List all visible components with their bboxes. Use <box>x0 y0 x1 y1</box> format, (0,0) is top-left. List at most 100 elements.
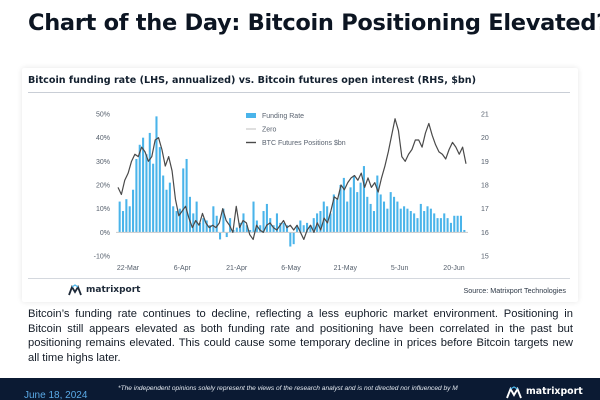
funding-rate-bar <box>379 194 382 233</box>
funding-rate-bar <box>433 213 436 233</box>
funding-rate-bar <box>309 225 312 233</box>
x-tick-label: 5-Jun <box>391 265 409 272</box>
funding-rate-bar <box>178 208 181 233</box>
funding-rate-bar <box>436 218 439 233</box>
funding-rate-bar <box>359 182 362 233</box>
funding-rate-bar <box>182 168 185 233</box>
funding-rate-bar <box>396 201 399 233</box>
x-tick-label: 22-Mar <box>117 265 140 272</box>
funding-rate-bar <box>225 232 228 238</box>
futures-positions-line <box>117 118 467 241</box>
funding-rate-bar <box>339 185 342 233</box>
source-note: Source: Matrixport Technologies <box>463 286 566 295</box>
funding-rate-bar <box>326 206 329 233</box>
y-left-tick-label: 50% <box>96 112 110 119</box>
funding-rate-bar <box>262 211 265 233</box>
funding-rate-bar <box>152 163 155 233</box>
funding-rate-bar <box>185 158 188 233</box>
funding-rate-bar <box>413 213 416 233</box>
y-left-tick-label: 10% <box>96 206 110 213</box>
x-tick-label: 6-May <box>281 265 301 272</box>
funding-rate-bar <box>463 229 466 233</box>
funding-rate-bar <box>292 232 295 245</box>
funding-rate-bar <box>168 182 171 233</box>
x-tick-label: 20-Jun <box>443 265 465 272</box>
funding-rate-bar <box>349 187 352 233</box>
funding-rate-bar <box>419 203 422 233</box>
funding-rate-bar <box>446 218 449 233</box>
y-left-tick-label: 30% <box>96 159 110 166</box>
funding-rate-bar <box>138 144 141 233</box>
x-tick-label: 21-Apr <box>226 265 248 272</box>
y-right-tick-label: 20 <box>481 135 489 142</box>
funding-rate-bar <box>208 225 212 233</box>
funding-rate-bar <box>282 222 285 233</box>
x-tick-label: 21-May <box>334 265 358 272</box>
y-right-tick-label: 17 <box>481 206 489 213</box>
funding-rate-bar <box>222 208 225 233</box>
footer-brand-name: matrixport <box>526 386 583 397</box>
funding-rate-bar <box>162 175 165 233</box>
funding-rate-bar <box>426 206 429 233</box>
funding-rate-bar <box>275 213 278 233</box>
funding-rate-bar <box>376 175 379 233</box>
funding-rate-bar <box>219 232 222 240</box>
funding-rate-bar <box>346 201 349 233</box>
matrixport-footer-logo-icon <box>506 386 522 399</box>
funding-rate-bar <box>302 225 305 233</box>
funding-rate-bar <box>242 213 245 233</box>
funding-rate-bar <box>336 199 339 233</box>
matrixport-logo-icon <box>68 284 82 296</box>
funding-rate-bar <box>198 222 202 233</box>
funding-rate-bar <box>175 211 178 233</box>
funding-rate-bar <box>165 189 168 233</box>
funding-rate-bar <box>372 211 376 233</box>
y-left-tick-label: -10% <box>94 254 110 261</box>
funding-rate-bar <box>289 232 292 247</box>
commentary-paragraph: Bitcoin’s funding rate continues to decl… <box>28 308 573 364</box>
funding-rate-bar <box>249 229 252 233</box>
funding-rate-bar <box>188 196 191 233</box>
funding-rate-bar <box>155 116 158 233</box>
funding-rate-bar <box>118 201 121 233</box>
funding-rate-bar <box>192 213 195 233</box>
funding-rate-bar <box>295 225 299 233</box>
funding-rate-bar <box>142 137 145 233</box>
funding-rate-bar <box>272 225 275 233</box>
funding-rate-bar <box>299 220 302 233</box>
funding-rate-bar <box>352 175 355 233</box>
funding-rate-bar <box>449 222 452 233</box>
y-left-tick-label: 0% <box>100 230 110 237</box>
funding-rate-bar <box>329 213 332 233</box>
chart-title-divider <box>28 92 570 93</box>
legend-futures-label: BTC Futures Positions $bn <box>262 140 346 147</box>
funding-rate-bar <box>212 206 215 233</box>
funding-rate-bar <box>322 201 325 233</box>
funding-rate-bar <box>399 208 402 233</box>
funding-rate-bar <box>416 218 419 233</box>
funding-rate-bar <box>235 227 238 233</box>
x-tick-label: 6-Apr <box>174 265 192 272</box>
funding-rate-bar <box>356 192 359 233</box>
funding-rate-bar <box>403 206 406 233</box>
funding-rate-bar <box>362 166 365 233</box>
y-right-tick-label: 21 <box>481 112 489 119</box>
funding-rate-bar <box>409 211 412 233</box>
funding-rate-bar <box>285 225 289 233</box>
funding-rate-bar <box>135 158 138 233</box>
funding-rate-bar <box>265 203 268 233</box>
y-right-tick-label: 18 <box>481 183 489 190</box>
brand-name: matrixport <box>86 285 141 295</box>
funding-rate-bar <box>128 206 131 233</box>
funding-rate-bar <box>319 211 322 233</box>
funding-rate-bar <box>456 215 459 233</box>
funding-rate-bar <box>386 208 389 233</box>
funding-rate-bar <box>158 147 161 233</box>
funding-rate-bar <box>205 220 208 233</box>
funding-rate-bar <box>259 225 262 233</box>
y-right-tick-label: 19 <box>481 159 489 166</box>
funding-rate-bar <box>369 203 372 233</box>
y-left-tick-label: 20% <box>96 183 110 190</box>
funding-rate-bar <box>121 211 125 233</box>
funding-vs-open-interest-chart: -10% 0% 10% 20% 30% 40% 50% 15 16 17 18 19 20 21 22-Ma… <box>94 112 489 273</box>
